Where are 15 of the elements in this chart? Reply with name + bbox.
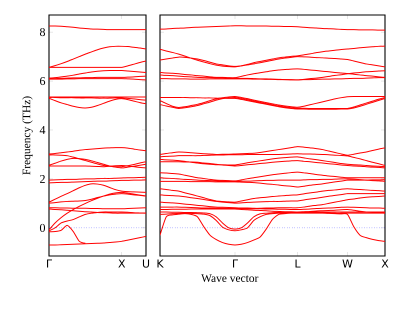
y-tick-label: 8 <box>40 28 46 36</box>
x-tick-label: X <box>382 260 388 268</box>
x-tick-label: Γ <box>233 260 238 268</box>
x-tick-label: X <box>118 260 126 268</box>
x-tick-label: U <box>142 260 150 268</box>
y-axis-title: Frequency (THz) <box>22 96 33 175</box>
y-tick-label: 2 <box>40 174 45 183</box>
x-tick-label: Γ <box>47 260 52 268</box>
y-tick-label: 4 <box>40 126 46 134</box>
x-tick-label: K <box>157 260 164 268</box>
y-tick-label: 0 <box>40 224 46 232</box>
x-tick-label: W <box>342 260 353 268</box>
y-tick-label: 6 <box>40 77 46 86</box>
x-tick-label: L <box>296 260 300 268</box>
x-axis-title: Wave vector <box>201 274 258 282</box>
